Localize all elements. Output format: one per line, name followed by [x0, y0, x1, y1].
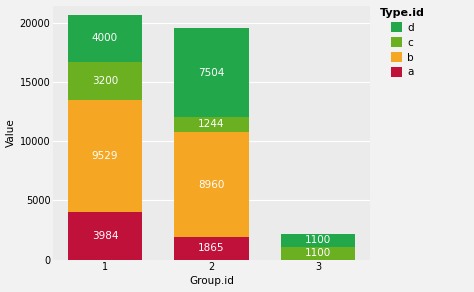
Bar: [174, 132, 249, 237]
Text: 1100: 1100: [305, 235, 331, 245]
Text: 1244: 1244: [198, 119, 225, 129]
Text: 7504: 7504: [198, 68, 225, 78]
Y-axis label: Value: Value: [6, 118, 16, 147]
Text: 3200: 3200: [92, 76, 118, 86]
Bar: [174, 117, 249, 132]
Bar: [174, 237, 249, 260]
Text: 1865: 1865: [198, 244, 225, 253]
X-axis label: Group.id: Group.id: [189, 277, 234, 286]
Text: 4000: 4000: [92, 34, 118, 44]
Text: 1100: 1100: [305, 248, 331, 258]
Text: 3984: 3984: [91, 231, 118, 241]
Bar: [68, 15, 142, 62]
Bar: [174, 28, 249, 117]
Text: 8960: 8960: [198, 180, 225, 190]
Bar: [68, 213, 142, 260]
Bar: [68, 100, 142, 213]
Bar: [281, 234, 356, 246]
Bar: [68, 62, 142, 100]
Bar: [281, 246, 356, 260]
Legend: d, c, b, a: d, c, b, a: [378, 6, 427, 79]
Text: 9529: 9529: [91, 151, 118, 161]
